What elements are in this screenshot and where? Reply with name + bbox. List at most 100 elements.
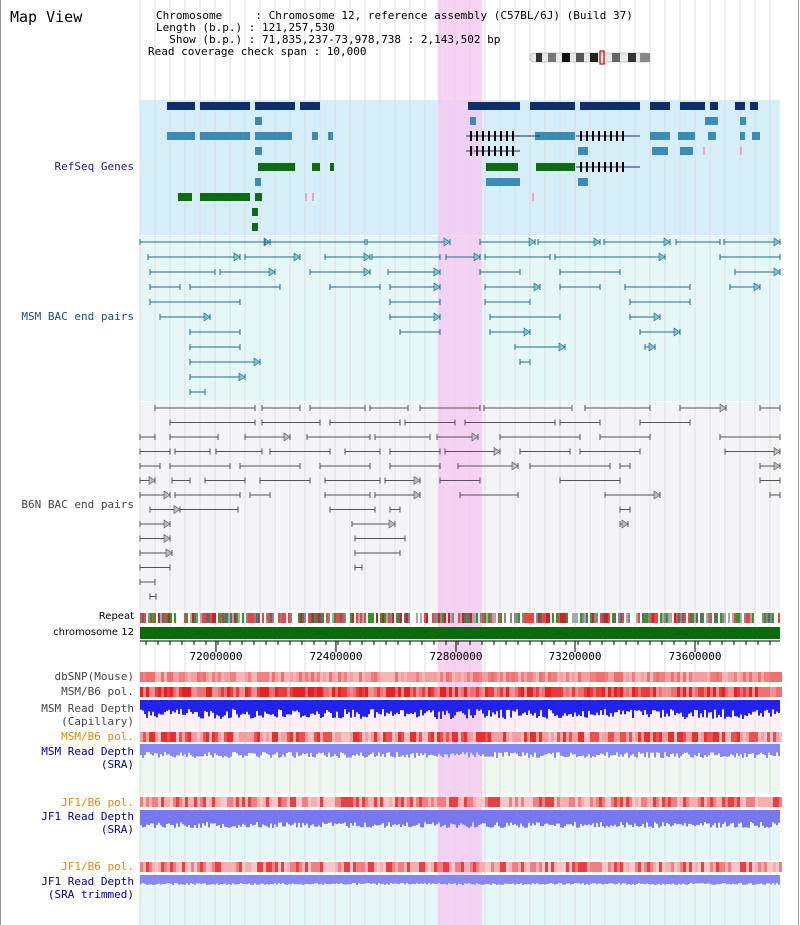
heatmap-cell bbox=[329, 687, 332, 697]
depth-bar bbox=[218, 700, 220, 717]
depth-bar bbox=[616, 744, 618, 753]
depth-bar bbox=[496, 700, 498, 712]
depth-bar bbox=[372, 700, 374, 710]
label-line: (Capillary) bbox=[61, 714, 134, 728]
depth-bar bbox=[342, 810, 344, 824]
heatmap-cell bbox=[521, 862, 524, 872]
heatmap-cell bbox=[557, 797, 560, 807]
depth-bar bbox=[224, 810, 226, 827]
highlighted-region[interactable] bbox=[438, 0, 482, 925]
depth-bar bbox=[336, 744, 338, 757]
heatmap-cell bbox=[449, 687, 452, 697]
heatmap-cell bbox=[779, 732, 782, 742]
repeat-track[interactable] bbox=[140, 613, 780, 623]
read-depth-tracks[interactable] bbox=[140, 700, 780, 885]
depth-bar bbox=[392, 875, 394, 884]
heatmap-cell bbox=[197, 797, 200, 807]
depth-bar bbox=[756, 744, 758, 755]
depth-bar bbox=[456, 700, 458, 712]
heatmap-cell bbox=[563, 797, 566, 807]
depth-bar bbox=[550, 700, 552, 711]
page-title: Map View bbox=[10, 8, 83, 26]
depth-bar bbox=[374, 744, 376, 758]
depth-bar bbox=[700, 875, 702, 884]
heatmap-cell bbox=[389, 797, 392, 807]
repeat-mark bbox=[560, 613, 562, 623]
heatmap-cell bbox=[419, 732, 422, 742]
heatmap-tracks[interactable] bbox=[140, 672, 782, 872]
depth-bar bbox=[638, 700, 640, 711]
depth-bar bbox=[314, 744, 316, 758]
depth-bar bbox=[440, 700, 442, 719]
heatmap-cell bbox=[545, 862, 548, 872]
heatmap-cell bbox=[683, 687, 686, 697]
heatmap-cell bbox=[395, 672, 398, 682]
depth-bar bbox=[280, 700, 282, 711]
depth-bar bbox=[558, 810, 560, 824]
heatmap-cell bbox=[566, 732, 569, 742]
heatmap-cell bbox=[758, 687, 761, 697]
heatmap-cell bbox=[716, 862, 719, 872]
heatmap-cell bbox=[347, 732, 350, 742]
heatmap-cell bbox=[278, 672, 281, 682]
refseq-genes-track[interactable] bbox=[167, 102, 760, 231]
depth-bar bbox=[292, 810, 294, 825]
heatmap-cell bbox=[257, 687, 260, 697]
heatmap-cell bbox=[734, 862, 737, 872]
depth-bar bbox=[522, 744, 524, 753]
heatmap-cell bbox=[206, 862, 209, 872]
depth-bar bbox=[344, 810, 346, 823]
depth-bar bbox=[778, 744, 780, 757]
gene-tick bbox=[470, 131, 472, 141]
heatmap-cell bbox=[617, 732, 620, 742]
depth-bar bbox=[322, 744, 324, 753]
repeat-mark bbox=[272, 613, 274, 623]
heatmap-cell bbox=[146, 797, 149, 807]
depth-bar bbox=[436, 700, 438, 719]
heatmap-cell bbox=[734, 672, 737, 682]
heatmap-cell bbox=[476, 797, 479, 807]
heatmap-cell bbox=[488, 797, 491, 807]
depth-bar bbox=[346, 875, 348, 885]
depth-bar bbox=[256, 810, 258, 823]
repeat-mark bbox=[302, 613, 304, 623]
repeat-mark bbox=[200, 613, 202, 623]
heatmap-cell bbox=[668, 672, 671, 682]
depth-bar bbox=[172, 744, 174, 757]
depth-bar bbox=[232, 700, 234, 710]
repeat-mark bbox=[452, 613, 454, 623]
depth-bar bbox=[164, 700, 166, 713]
repeat-mark bbox=[592, 613, 594, 623]
chromosome-ideogram[interactable] bbox=[529, 50, 651, 65]
depth-bar bbox=[348, 744, 350, 758]
heatmap-cell bbox=[419, 797, 422, 807]
bac-arrow bbox=[388, 519, 396, 529]
heatmap-cell bbox=[299, 732, 302, 742]
heatmap-cell bbox=[368, 672, 371, 682]
heatmap-cell bbox=[479, 732, 482, 742]
bac-arrow bbox=[443, 237, 451, 247]
gene-exon bbox=[200, 102, 250, 110]
depth-bar bbox=[538, 700, 540, 717]
depth-bar bbox=[478, 700, 480, 711]
depth-bar bbox=[316, 700, 318, 712]
msm-bac-end-pairs-track[interactable] bbox=[139, 237, 781, 395]
heatmap-cell bbox=[233, 687, 236, 697]
repeat-mark bbox=[140, 613, 142, 623]
heatmap-cell bbox=[548, 797, 551, 807]
b6n-bac-end-pairs-track[interactable] bbox=[139, 403, 781, 600]
repeat-mark bbox=[748, 613, 750, 623]
heatmap-cell bbox=[248, 732, 251, 742]
depth-bar bbox=[214, 744, 216, 754]
depth-bar bbox=[494, 875, 496, 884]
heatmap-cell bbox=[182, 732, 185, 742]
heatmap-cell bbox=[242, 862, 245, 872]
depth-bar bbox=[574, 744, 576, 755]
depth-bar bbox=[300, 700, 302, 718]
repeat-mark bbox=[606, 613, 608, 623]
heatmap-cell bbox=[590, 672, 593, 682]
repeat-mark bbox=[706, 613, 708, 623]
heatmap-cell bbox=[623, 732, 626, 742]
depth-bar bbox=[388, 700, 390, 714]
depth-bar bbox=[438, 700, 440, 712]
